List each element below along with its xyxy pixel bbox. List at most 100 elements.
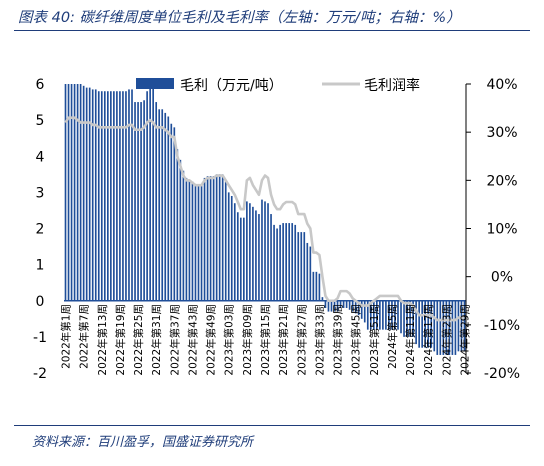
bar-2022年第39周 [179,159,182,301]
bar-2022年第13周 [100,91,103,301]
x-tick-label: 2022年第37周 [168,304,181,376]
bar-2022年第41周 [185,177,188,301]
bar-2022年第23周 [131,89,133,301]
bar-2022年第35周 [167,116,170,301]
bar-2022年第26周 [140,102,142,301]
bar-2023年第22周 [285,223,287,301]
bar-2024年第9周 [403,300,405,337]
title-rule [14,30,530,31]
bar-2023年第18周 [273,224,275,301]
x-tick-label: 2023年第39周 [332,304,345,376]
y-tick-label: 2 [36,222,45,238]
bar-2022年第20周 [122,91,124,301]
bar-2022年第21周 [125,91,127,301]
bar-2023年第7周 [239,217,242,301]
bar-2024年第20周 [436,300,439,355]
bar-2023年第31周 [312,271,315,301]
bar-2024年第7周 [397,300,399,330]
bar-2024年第18周 [430,300,433,348]
figure-title: 图表 40: 碳纤维周度单位毛利及毛利率（左轴：万元/吨；右轴：%） [18,10,461,26]
bar-2024年第6周 [394,300,396,330]
x-axis: 2022年第1周 2022年第7周 2022年第13周 2022年第19周 2022年第… [60,304,472,376]
bar-2023年第48周 [363,300,366,323]
legend-label-profit: 毛利（万元/吨） [180,78,283,94]
bar-2024年第14周 [418,300,420,348]
bar-2023年第10周 [249,203,251,301]
bar-2022年第40周 [182,170,185,301]
x-tick-label: 2022年第25周 [132,304,145,376]
bar-2022年第36周 [170,123,173,301]
line-layer [64,116,465,322]
right-axis: -20% -10% 0% 10% 20% 30% 40% [465,77,520,382]
bar-2023年第11周 [252,206,254,301]
bar-2023年第44周 [351,300,354,312]
bar-2024年第15周 [421,300,423,348]
bar-2024年第10周 [406,300,408,337]
bar-2022年第46周 [200,185,203,301]
x-tick-label: 2023年第45周 [350,304,363,376]
bar-2022年第38周 [176,149,179,301]
bar-2023年第43周 [348,300,351,310]
y-tick-label: 3 [36,185,45,201]
bar-2023年第50周 [369,300,372,330]
x-tick-label: 2024年第29周 [458,304,471,376]
bar-2022年第4周 [73,84,76,301]
bar-2022年第27周 [143,100,145,301]
bar-2023年第27周 [300,232,303,301]
bar-2022年第5周 [76,84,79,301]
bar-2024年第13周 [415,300,417,345]
x-tick-label: 2023年第15周 [259,304,272,376]
x-tick-label: 2024年第5周 [386,304,399,369]
bar-2023年第2周 [224,181,227,301]
bar-2024年第12周 [412,300,414,337]
bar-2024年第4周 [388,300,390,330]
y-tick-label: 6 [36,77,45,93]
bar-2024年第11周 [409,300,411,337]
bar-2022年第25周 [137,102,139,301]
series-line-margin [64,116,465,322]
bar-2023年第33周 [318,273,321,301]
bar-2023年第38周 [333,300,336,312]
bar-2024年第2周 [382,300,384,330]
bar-2023年第12周 [255,210,257,301]
bar-2023年第19周 [276,228,278,301]
y-tick-label: -2 [33,366,47,382]
y-tick-label: 0 [36,294,45,310]
bar-2022年第10周 [91,89,94,301]
bar-2023年第17周 [270,214,272,301]
bar-2022年第12周 [97,91,100,301]
x-tick-label: 2022年第19周 [114,304,127,376]
bar-2023年第29周 [306,242,309,301]
bar-2023年第16周 [267,203,269,301]
bar-2022年第34周 [164,112,167,301]
bar-2022年第37周 [173,127,176,301]
x-tick-label: 2024年第23周 [440,304,453,376]
bar-2022年第49周 [209,176,212,301]
x-tick-label: 2022年第7周 [78,304,91,369]
source-rule [14,425,530,426]
x-tick-label: 2023年第21周 [277,304,290,376]
bar-2022年第2周 [67,84,70,301]
bar-2024年第29周 [463,300,466,352]
bar-2022年第44周 [194,185,197,301]
bar-2023年第13周 [258,214,260,301]
bar-2024年第5周 [391,300,393,330]
bar-2022年第18周 [116,91,118,301]
source-note: 资料来源：百川盈孚，国盛证券研究所 [32,435,254,450]
bar-2022年第50周 [212,176,215,301]
bar-2022年第48周 [206,176,209,301]
bar-2023年第47周 [360,300,363,319]
x-tick-label: 2022年第43周 [186,304,199,376]
bar-2022年第42周 [188,181,191,301]
y2-tick-label: 0% [491,270,513,286]
bar-2022年第24周 [134,102,136,301]
x-tick-label: 2022年第31周 [150,304,163,376]
bar-2023年第9周 [246,201,248,301]
bar-2023年第28周 [303,232,306,301]
bar-2022年第17周 [113,91,115,301]
bar-2023年第14周 [261,199,263,301]
bar-2022年第7周 [82,85,85,301]
x-tick-label: 2023年第33周 [313,304,326,376]
y-tick-label: 1 [36,258,45,274]
